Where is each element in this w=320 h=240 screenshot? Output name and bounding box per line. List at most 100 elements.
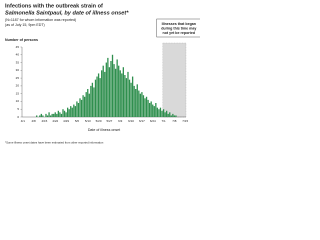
bar [122,67,124,117]
bar [156,107,159,117]
bar [104,71,106,117]
bar [136,84,138,117]
bar [144,98,146,117]
bar [110,61,112,117]
bar [135,89,137,117]
bar [85,92,87,117]
bar [161,110,163,117]
bar [130,82,132,117]
bar [150,101,152,117]
bar [74,106,77,117]
bar [40,113,42,117]
bar [48,112,50,117]
x-tick-label: 7/15 [182,119,188,123]
annotation-text: not yet be reported [163,31,196,35]
bar [63,110,66,117]
y-tick-label: 20 [16,84,20,88]
x-tick-label: 5/20 [96,119,102,123]
bar [54,112,56,117]
bar [153,106,155,117]
bar [155,103,157,117]
y-tick-label: 30 [16,68,20,72]
x-tick-label: 7/8 [172,119,177,123]
bar [51,113,53,117]
y-tick-label: 25 [16,76,20,80]
bar [53,113,55,117]
bar [139,93,142,117]
chart: Infections with the outbreak strain of S… [5,3,200,145]
bar [56,113,58,117]
bar [76,101,78,117]
bar [79,98,81,117]
bar [59,112,61,117]
bar [138,90,140,117]
y-tick-label: 35 [16,60,20,64]
bar [170,115,172,117]
bar [114,68,117,117]
x-tick-label: 6/24 [150,119,156,123]
x-tick-label: 4/22 [52,119,58,123]
y-tick-label: 0 [17,115,19,119]
x-tick-label: 7/1 [161,119,166,123]
chart-title: Salmonella Saintpaul, by date of illness… [5,10,129,16]
bar [173,115,176,117]
y-tick-label: 10 [16,99,20,103]
bar [88,93,90,117]
x-tick-label: 5/13 [85,119,91,123]
bar [159,107,162,117]
bar [108,67,111,117]
x-tick-label: 6/17 [139,119,145,123]
annotation-box [156,18,200,38]
bar [158,109,160,117]
subtitle: (N=1187 for whom information was reporte… [5,18,76,22]
bar [105,62,107,117]
bar [124,75,126,117]
subtitle: (as of July 15, 9pm EDT) [5,23,45,27]
annotation-text: Illnesses that began [162,22,196,26]
bar [87,89,89,117]
bar [90,85,92,117]
x-tick-label: 4/8 [32,119,37,123]
bar [96,76,98,117]
annotation-text: during this time may [161,26,196,30]
bar [102,65,104,117]
bar [133,85,135,117]
bar [93,87,95,117]
bar [111,54,114,117]
x-tick-label: 5/27 [106,119,112,123]
x-tick-label: 5/6 [75,119,80,123]
bar [167,113,169,117]
bar [68,109,70,117]
x-axis-label: Date of illness onset [88,128,120,132]
bar [127,71,129,117]
bar [45,113,47,117]
bar [36,115,38,117]
y-tick-label: 40 [16,53,20,57]
bar [80,99,83,117]
bar [39,115,41,117]
bar [91,82,94,117]
bar [97,73,100,117]
bar [164,112,166,117]
bar [113,64,115,117]
bar [77,103,80,117]
bar [119,70,121,117]
bar [142,95,145,117]
bar [152,104,154,117]
bar [101,70,103,117]
bar [107,57,109,117]
bar [116,59,118,117]
bar [141,92,143,117]
page: {"chart_data": {"type": "bar", "title": … [5,3,200,145]
bar [131,76,134,117]
y-tick-label: 45 [16,45,20,49]
x-tick-label: 6/10 [128,119,134,123]
bar [147,99,149,117]
bar [121,73,123,117]
bar [49,115,52,117]
bar [82,95,84,117]
bar [57,110,60,117]
bar [99,78,101,117]
x-tick-label: 6/3 [118,119,123,123]
chart-title: Infections with the outbreak strain of [5,3,103,9]
